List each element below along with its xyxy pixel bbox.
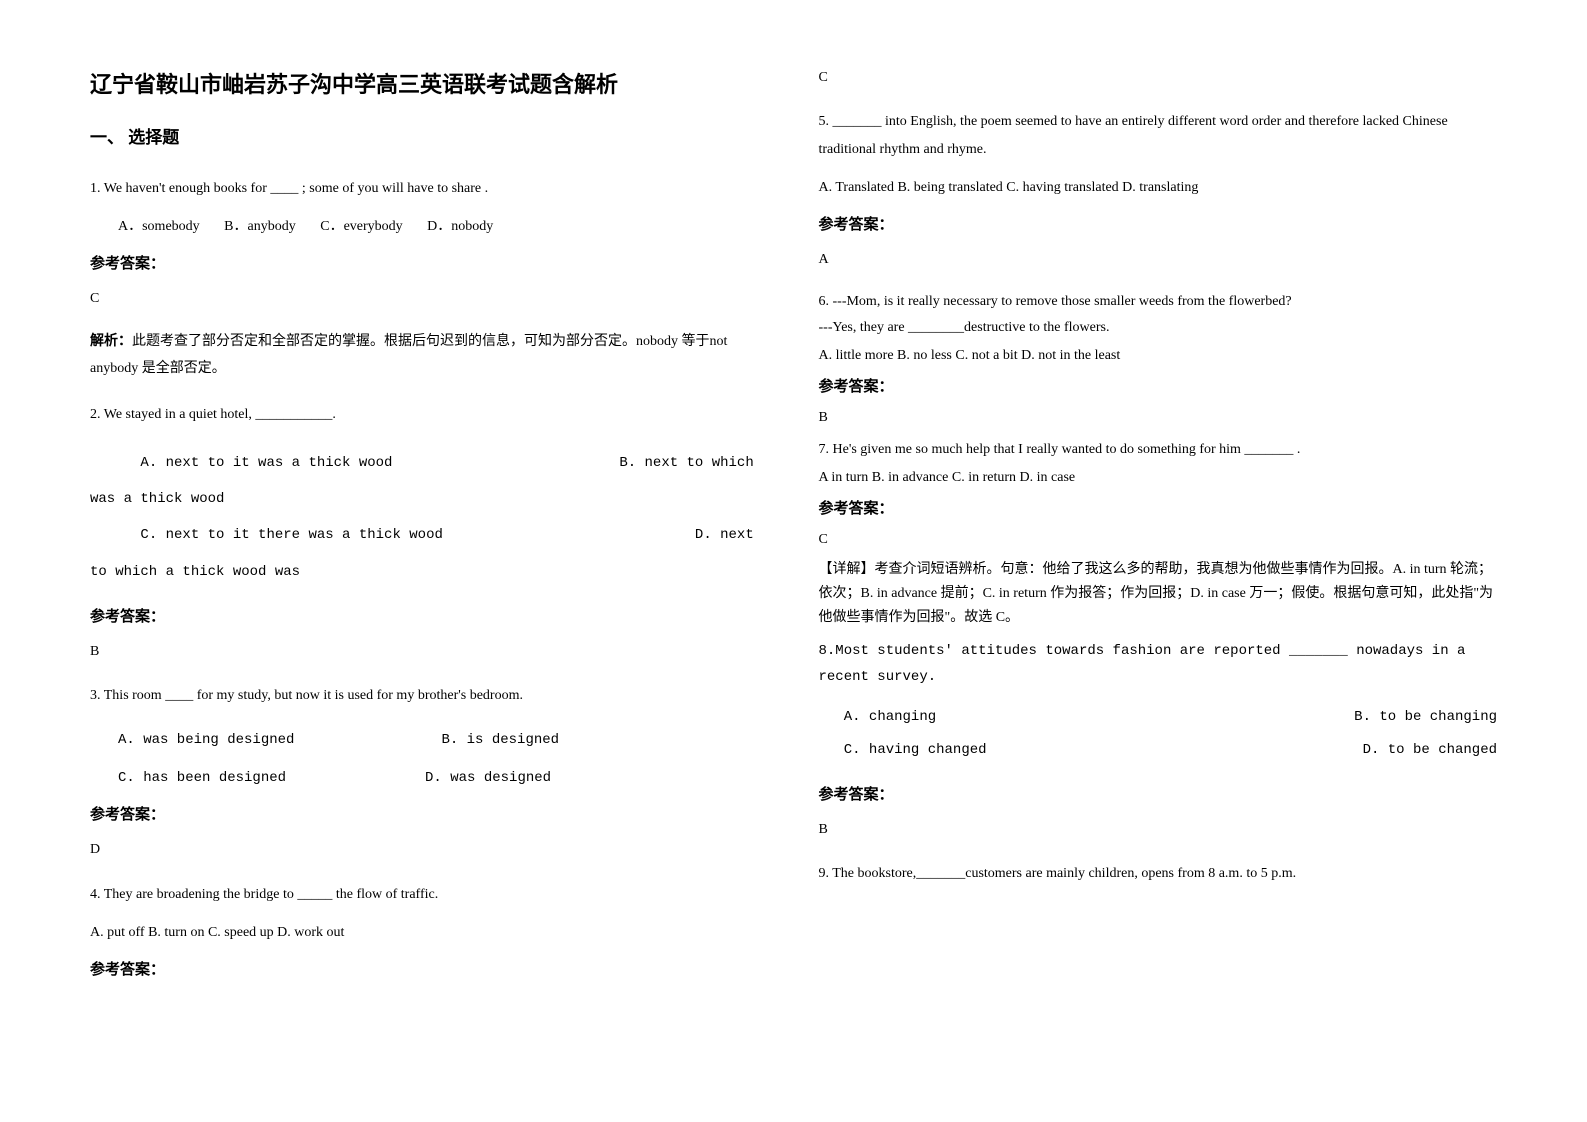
q5-answer-label: 参考答案： [819, 212, 1498, 239]
q1-optD: D．nobody [427, 219, 493, 234]
left-column: 辽宁省鞍山市岫岩苏子沟中学高三英语联考试题含解析 一、 选择题 1. We ha… [90, 65, 769, 1057]
q5-answer: A [819, 247, 1498, 272]
q7-answer-label: 参考答案： [819, 496, 1498, 523]
q7-explanation: 【详解】考查介词短语辨析。句意：他给了我这么多的帮助，我真想为他做些事情作为回报… [819, 558, 1498, 629]
q1-explain-bold: 解析： [90, 334, 132, 349]
q8-optD: D. to be changed [1363, 742, 1497, 758]
q3-optC: C. has been designed [118, 770, 286, 786]
q4-answer: C [819, 65, 1498, 90]
q2-text: 2. We stayed in a quiet hotel, _________… [90, 401, 769, 429]
q3-optD: D. was designed [425, 770, 551, 786]
q3-text: 3. This room ____ for my study, but now … [90, 682, 769, 710]
q1-answer-label: 参考答案： [90, 251, 769, 278]
q1-explanation: 解析：此题考查了部分否定和全部否定的掌握。根据后句迟到的信息，可知为部分否定。n… [90, 329, 769, 382]
q1-options: A．somebody B．anybody C．everybody D．nobod… [90, 213, 769, 241]
q1-text: 1. We haven't enough books for ____ ; so… [90, 175, 769, 203]
q3-optA: A. was being designed [118, 732, 294, 748]
q1-optA: A．somebody [118, 219, 200, 234]
q8-options: A. changing B. to be changing C. having … [819, 701, 1498, 768]
q2-answer-label: 参考答案： [90, 604, 769, 631]
q8-answer-label: 参考答案： [819, 782, 1498, 809]
q6-line2: ---Yes, they are ________destructive to … [819, 316, 1498, 340]
page-title: 辽宁省鞍山市岫岩苏子沟中学高三英语联考试题含解析 [90, 65, 769, 105]
q6-answer-label: 参考答案： [819, 374, 1498, 401]
q9-text: 9. The bookstore,_______customers are ma… [819, 860, 1498, 888]
q3-optB: B. is designed [441, 732, 559, 748]
q6-answer: B [819, 405, 1498, 430]
q2-answer: B [90, 639, 769, 664]
q8-text: 8.Most students' attitudes towards fashi… [819, 638, 1498, 691]
q2-options: A. next to it was a thick wood B. next t… [90, 445, 769, 591]
q3-options-row1: A. was being designed B. is designed [90, 726, 769, 754]
q6-line1: 6. ---Mom, is it really necessary to rem… [819, 290, 1498, 314]
q1-explain-text: 此题考查了部分否定和全部否定的掌握。根据后句迟到的信息，可知为部分否定。nobo… [90, 334, 727, 376]
q3-answer-label: 参考答案： [90, 802, 769, 829]
q8-optA: A. changing [844, 709, 936, 725]
q7-answer: C [819, 527, 1498, 552]
q4-text: 4. They are broadening the bridge to ___… [90, 881, 769, 909]
q4-answer-label: 参考答案： [90, 957, 769, 984]
q7-options: A in turn B. in advance C. in return D. … [819, 464, 1498, 492]
q5-options: A. Translated B. being translated C. hav… [819, 174, 1498, 202]
q7-text: 7. He's given me so much help that I rea… [819, 438, 1498, 462]
q1-optB: B．anybody [224, 219, 296, 234]
q1-optC: C．everybody [320, 219, 402, 234]
q3-options-row2: C. has been designed D. was designed [90, 764, 769, 792]
q2-optA: A. next to it was a thick wood [140, 455, 392, 471]
q6-options: A. little more B. no less C. not a bit D… [819, 342, 1498, 370]
section-heading: 一、 选择题 [90, 123, 769, 154]
right-column: C 5. _______ into English, the poem seem… [819, 65, 1498, 1057]
q8-answer: B [819, 817, 1498, 842]
q4-options: A. put off B. turn on C. speed up D. wor… [90, 919, 769, 947]
q8-optC: C. having changed [844, 742, 987, 758]
q8-optB: B. to be changing [1354, 709, 1497, 725]
q3-answer: D [90, 837, 769, 862]
q5-text: 5. _______ into English, the poem seemed… [819, 108, 1498, 164]
q1-answer: C [90, 286, 769, 311]
q2-optC: C. next to it there was a thick wood [140, 527, 442, 543]
